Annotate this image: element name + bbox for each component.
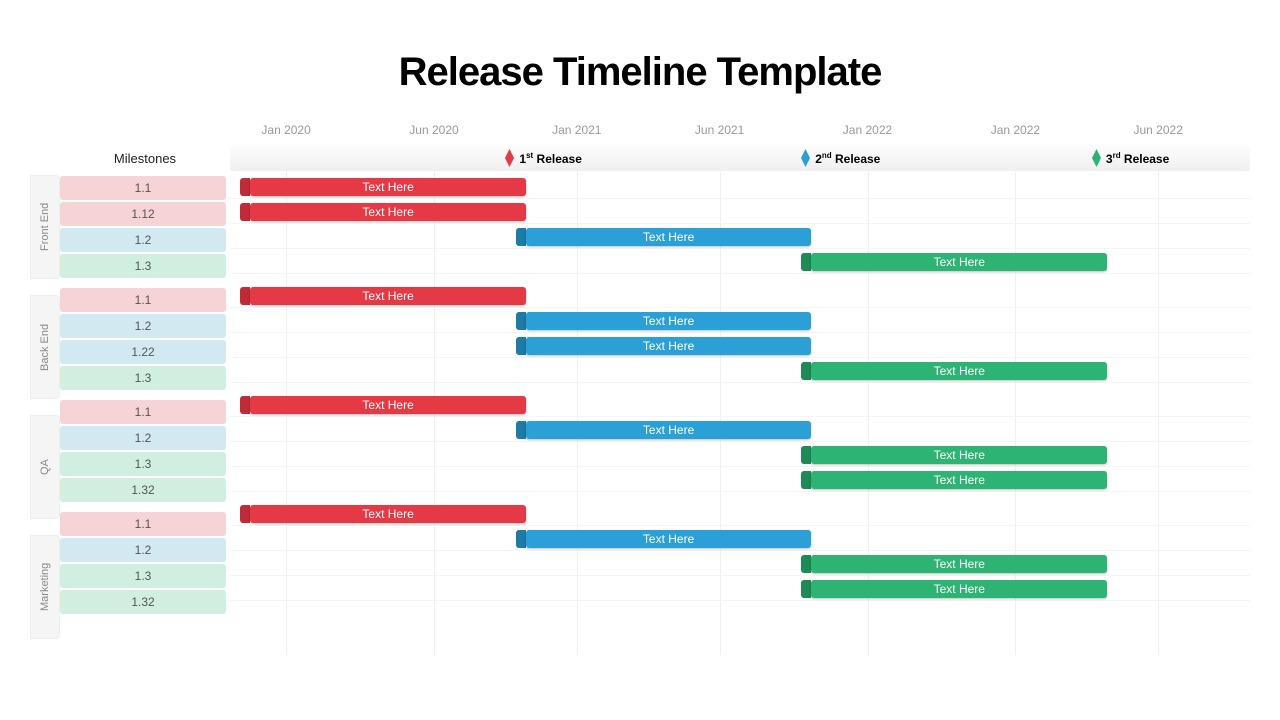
task-version-label: 1.22 <box>60 340 226 364</box>
gantt-row: Text Here <box>230 468 1250 492</box>
gantt-row: Text Here <box>230 175 1250 199</box>
axis-label: Jan 2022 <box>843 123 892 137</box>
task-version-label: 1.3 <box>60 564 226 588</box>
gantt-bar: Text Here <box>526 337 812 355</box>
gantt-row: Text Here <box>230 250 1250 274</box>
task-version-label: 1.32 <box>60 478 226 502</box>
gantt-row: Text Here <box>230 309 1250 333</box>
gantt-row: Text Here <box>230 418 1250 442</box>
axis-label: Jan 2020 <box>261 123 310 137</box>
task-version-label: 1.2 <box>60 228 226 252</box>
gantt-row: Text Here <box>230 502 1250 526</box>
gantt-bar: Text Here <box>811 253 1107 271</box>
milestone-marker: 2nd Release <box>801 149 880 167</box>
gantt-row: Text Here <box>230 393 1250 417</box>
axis-label: Jun 2021 <box>695 123 744 137</box>
gantt-bar: Text Here <box>811 362 1107 380</box>
milestone-bar: 1st Release 2nd Release 3rd Release <box>230 145 1250 171</box>
axis-label: Jan 2022 <box>991 123 1040 137</box>
category-label: QA <box>30 415 60 519</box>
task-version-label: 1.2 <box>60 426 226 450</box>
milestone-marker: 3rd Release <box>1092 149 1169 167</box>
gantt-bar: Text Here <box>526 312 812 330</box>
gantt-bar: Text Here <box>250 178 525 196</box>
diamond-icon <box>801 149 810 167</box>
gantt-bar: Text Here <box>811 446 1107 464</box>
gantt-bar: Text Here <box>811 471 1107 489</box>
gantt-bar: Text Here <box>811 580 1107 598</box>
category-label: Back End <box>30 295 60 399</box>
task-version-label: 1.1 <box>60 400 226 424</box>
task-version-label: 1.12 <box>60 202 226 226</box>
gantt-bar: Text Here <box>526 421 812 439</box>
gantt-bar: Text Here <box>250 396 525 414</box>
gantt-bar: Text Here <box>526 530 812 548</box>
gantt-row: Text Here <box>230 225 1250 249</box>
task-version-label: 1.32 <box>60 590 226 614</box>
gantt-row: Text Here <box>230 284 1250 308</box>
time-axis: Jan 2020 Jun 2020 Jan 2021 Jun 2021 Jan 2022… <box>230 123 1250 145</box>
gantt-chart: Front EndBack EndQAMarketing Milestones … <box>30 123 1250 655</box>
category-label: Front End <box>30 175 60 279</box>
gantt-row: Text Here <box>230 527 1250 551</box>
milestone-marker: 1st Release <box>505 149 582 167</box>
gantt-row: Text Here <box>230 577 1250 601</box>
axis-label: Jan 2021 <box>552 123 601 137</box>
gantt-bar: Text Here <box>250 287 525 305</box>
task-version-label: 1.3 <box>60 452 226 476</box>
diamond-icon <box>505 149 514 167</box>
gantt-bar: Text Here <box>250 505 525 523</box>
milestones-header: Milestones <box>60 145 230 171</box>
axis-label: Jun 2022 <box>1133 123 1182 137</box>
page-title: Release Timeline Template <box>30 50 1250 95</box>
gantt-row: Text Here <box>230 443 1250 467</box>
gantt-row: Text Here <box>230 334 1250 358</box>
task-version-label: 1.3 <box>60 254 226 278</box>
gantt-row: Text Here <box>230 359 1250 383</box>
category-label: Marketing <box>30 535 60 639</box>
task-version-label: 1.1 <box>60 288 226 312</box>
gantt-bar: Text Here <box>250 203 525 221</box>
gantt-row: Text Here <box>230 552 1250 576</box>
gantt-bar: Text Here <box>811 555 1107 573</box>
gantt-bar: Text Here <box>526 228 812 246</box>
diamond-icon <box>1092 149 1101 167</box>
task-version-label: 1.2 <box>60 314 226 338</box>
task-version-label: 1.1 <box>60 512 226 536</box>
task-version-label: 1.2 <box>60 538 226 562</box>
task-version-label: 1.3 <box>60 366 226 390</box>
gantt-row: Text Here <box>230 200 1250 224</box>
task-version-label: 1.1 <box>60 176 226 200</box>
axis-label: Jun 2020 <box>409 123 458 137</box>
